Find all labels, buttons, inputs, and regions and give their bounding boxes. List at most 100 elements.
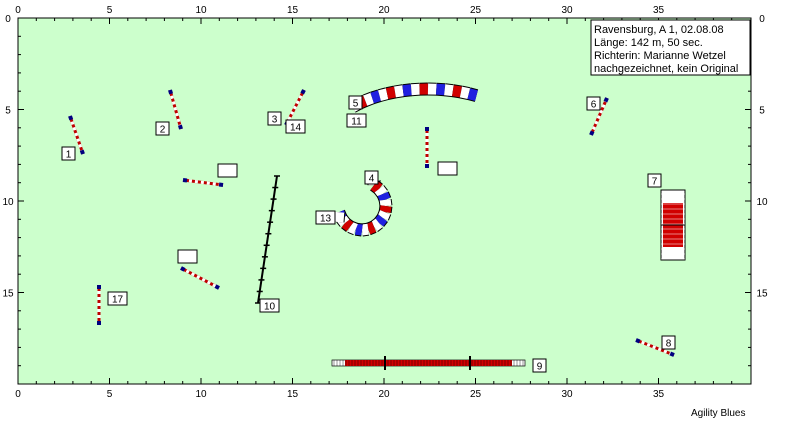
x-tick-label-top: 30 (561, 5, 573, 16)
y-tick-label-right: 5 (759, 106, 765, 117)
label-box (218, 164, 237, 177)
label-text: 8 (666, 339, 672, 350)
obstacle-number-label (438, 162, 457, 175)
tunnel-segment (368, 227, 374, 229)
obstacle-number-label: 3 (268, 112, 281, 126)
jump-wing (605, 98, 607, 102)
x-tick-label-bottom: 15 (287, 389, 299, 400)
info-line-1: Ravensburg, A 1, 02.08.08 (594, 24, 724, 36)
info-line-2: Länge: 142 m, 50 sec. (594, 37, 703, 49)
y-tick-label-left: 5 (5, 106, 11, 117)
x-tick-label-top: 35 (653, 5, 665, 16)
tunnel-segment (461, 92, 469, 94)
tunnel-segment (383, 194, 385, 200)
y-tick-label-left: 15 (2, 289, 14, 300)
x-tick-label-bottom: 10 (195, 389, 207, 400)
footer-credit: Agility Blues (691, 408, 745, 419)
tunnel-segment (385, 200, 386, 206)
jump-wing (302, 90, 304, 94)
tunnel-segment (453, 91, 461, 92)
tunnel-segment (403, 90, 411, 91)
label-text: 3 (272, 115, 278, 126)
tunnel-segment (379, 189, 383, 194)
tunnel-segment (379, 218, 383, 223)
tunnel-segment (436, 89, 444, 90)
obstacle-number-label: 8 (662, 336, 675, 350)
y-tick-label-right: 10 (756, 197, 768, 208)
label-text: 10 (264, 302, 276, 313)
tunnel-segment (365, 98, 372, 101)
tunnel-segment (338, 212, 339, 222)
x-tick-label-top: 0 (15, 5, 21, 16)
obstacle-number-label: 1 (62, 147, 75, 161)
jump-wing (170, 90, 171, 94)
obstacle-number-label: 4 (365, 171, 378, 185)
tunnel-segment (380, 94, 388, 96)
x-tick-label-bottom: 35 (653, 389, 665, 400)
tunnel-segment (445, 90, 453, 91)
jump-wing (591, 131, 593, 135)
x-tick-label-top: 25 (470, 5, 482, 16)
obstacle-number-label (178, 250, 197, 263)
tunnel-segment (345, 223, 350, 227)
label-text: 13 (320, 214, 332, 225)
obstacle-number-label: 13 (316, 211, 335, 225)
label-box (178, 250, 197, 263)
tunnel-segment (374, 223, 379, 227)
label-text: 5 (353, 99, 359, 110)
jump-wing (82, 150, 83, 154)
label-box (438, 162, 457, 175)
obstacle-number-label: 5 (349, 96, 362, 110)
x-tick-label-bottom: 5 (107, 389, 113, 400)
label-text: 17 (112, 295, 124, 306)
x-tick-label-top: 15 (287, 5, 299, 16)
tunnel-segment (395, 91, 403, 92)
y-tick-label-right: 15 (756, 289, 768, 300)
tunnel-segment (356, 229, 362, 230)
tunnel-segment (387, 92, 395, 94)
jump-wing (215, 286, 219, 288)
label-text: 1 (66, 150, 72, 161)
x-tick-label-bottom: 30 (561, 389, 573, 400)
course-info-box: Ravensburg, A 1, 02.08.08 Länge: 142 m, … (591, 20, 750, 75)
tunnel-segment (469, 94, 477, 96)
jump-wing (70, 116, 71, 120)
x-tick-label-top: 5 (107, 5, 113, 16)
y-tick-label-left: 10 (2, 197, 14, 208)
jump-wing (670, 354, 674, 355)
label-text: 6 (591, 100, 597, 111)
label-text: 2 (160, 125, 166, 136)
tunnel-segment (372, 96, 379, 98)
obstacle-number-label: 14 (286, 120, 305, 134)
tunnel-segment (411, 89, 419, 90)
label-text: 4 (369, 174, 375, 185)
tunnel-segment (350, 227, 356, 229)
obstacle-number-label: 2 (156, 122, 169, 136)
x-tick-label-top: 10 (195, 5, 207, 16)
a-frame (661, 190, 685, 260)
label-text: 9 (537, 362, 543, 373)
y-tick-label-left: 0 (5, 14, 11, 25)
x-tick-label-bottom: 25 (470, 389, 482, 400)
obstacle-number-label (218, 164, 237, 177)
info-line-3: Richterin: Marianne Wetzel (594, 50, 726, 62)
obstacle-number-label: 9 (533, 359, 546, 373)
tunnel-segment (362, 229, 368, 230)
jump-wing (636, 340, 640, 341)
jump-wing (180, 125, 181, 129)
info-line-4: nachgezeichnet, kein Original (594, 63, 738, 75)
x-tick-label-bottom: 20 (378, 389, 390, 400)
obstacle-number-label: 6 (587, 97, 600, 111)
jump-wing (181, 268, 185, 270)
label-text: 11 (351, 117, 362, 128)
y-tick-label-right: 0 (759, 14, 765, 25)
x-tick-label-bottom: 0 (15, 389, 21, 400)
obstacle-number-label: 17 (108, 292, 127, 306)
obstacle-number-label: 10 (260, 299, 279, 313)
x-tick-label-top: 20 (378, 5, 390, 16)
tunnel-segment (374, 185, 379, 189)
label-text: 7 (652, 177, 658, 188)
obstacle-number-label: 7 (648, 174, 661, 188)
tunnel-segment (383, 212, 385, 218)
